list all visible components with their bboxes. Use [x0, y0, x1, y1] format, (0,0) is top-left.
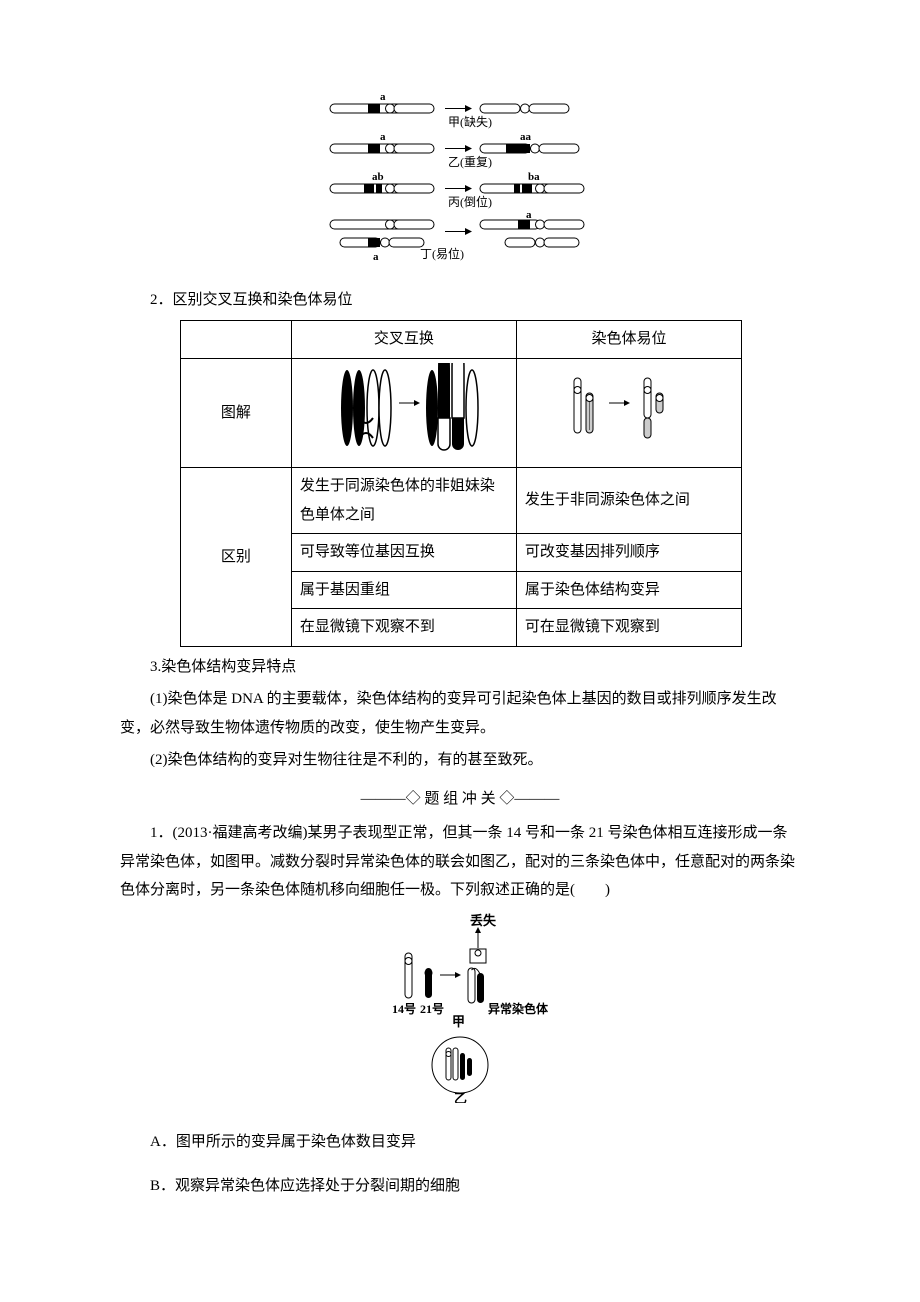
svg-text:aa: aa	[520, 131, 532, 143]
svg-text:a: a	[373, 251, 379, 263]
cell-t1: 可改变基因排列顺序	[516, 534, 741, 572]
caption-inversion: 丙(倒位)	[448, 194, 492, 209]
label-21: 21号	[420, 1001, 444, 1016]
svg-text:a: a	[526, 209, 532, 221]
cell-c3: 在显微镜下观察不到	[291, 609, 516, 647]
caption-duplication: 乙(重复)	[448, 155, 492, 169]
label-fig-a: 甲	[452, 1014, 465, 1029]
para-1: (1)染色体是 DNA 的主要载体，染色体结构的变异可引起染色体上基因的数目或排…	[120, 685, 800, 742]
table-diagram-row: 图解	[181, 358, 742, 468]
heading-3: 3.染色体结构变异特点	[120, 653, 800, 682]
section-divider: ———◇ 题 组 冲 关 ◇———	[120, 785, 800, 814]
heading-2: 2．区别交叉互换和染色体易位	[120, 286, 800, 315]
label-abnormal: 异常染色体	[488, 1001, 549, 1016]
page-root: a 甲(缺失) a aa	[0, 0, 920, 1302]
chromosome-mutation-diagram: a 甲(缺失) a aa	[310, 90, 610, 276]
caption-deletion: 甲(缺失)	[448, 114, 492, 129]
svg-text:ba: ba	[528, 171, 540, 183]
svg-text:ab: ab	[372, 171, 384, 183]
caption-translocation: 丁(易位)	[420, 246, 464, 261]
cell-t2: 属于染色体结构变异	[516, 571, 741, 609]
comparison-table: 交叉互换 染色体易位 图解	[180, 320, 742, 647]
th-blank	[181, 321, 292, 359]
label-lost: 丢失	[470, 913, 497, 928]
svg-text:a: a	[380, 91, 386, 103]
table-row: 区别 发生于同源染色体的非姐妹染色单体之间 发生于非同源染色体之间	[181, 468, 742, 534]
cell-c2: 属于基因重组	[291, 571, 516, 609]
translocation-diagram-cell	[516, 358, 741, 468]
option-a: A．图甲所示的变异属于染色体数目变异	[120, 1128, 800, 1157]
cell-t3: 可在显微镜下观察到	[516, 609, 741, 647]
row-label-diagram: 图解	[181, 358, 292, 468]
question-diagram: 丢失	[370, 913, 550, 1114]
crossover-diagram-cell	[291, 358, 516, 468]
table-header-row: 交叉互换 染色体易位	[181, 321, 742, 359]
cell-c1: 可导致等位基因互换	[291, 534, 516, 572]
row-label-compare: 区别	[181, 468, 292, 647]
label-fig-b: 乙	[454, 1091, 467, 1103]
th-translocation: 染色体易位	[516, 321, 741, 359]
question-stem: 1．(2013·福建高考改编)某男子表现型正常，但其一条 14 号和一条 21 …	[120, 819, 800, 905]
th-crossover: 交叉互换	[291, 321, 516, 359]
cell-t0: 发生于非同源染色体之间	[516, 468, 741, 534]
option-b: B．观察异常染色体应选择处于分裂间期的细胞	[120, 1172, 800, 1201]
cell-c0: 发生于同源染色体的非姐妹染色单体之间	[291, 468, 516, 534]
svg-text:a: a	[380, 131, 386, 143]
label-14: 14号	[392, 1001, 416, 1016]
para-2: (2)染色体结构的变异对生物往往是不利的，有的甚至致死。	[120, 746, 800, 775]
